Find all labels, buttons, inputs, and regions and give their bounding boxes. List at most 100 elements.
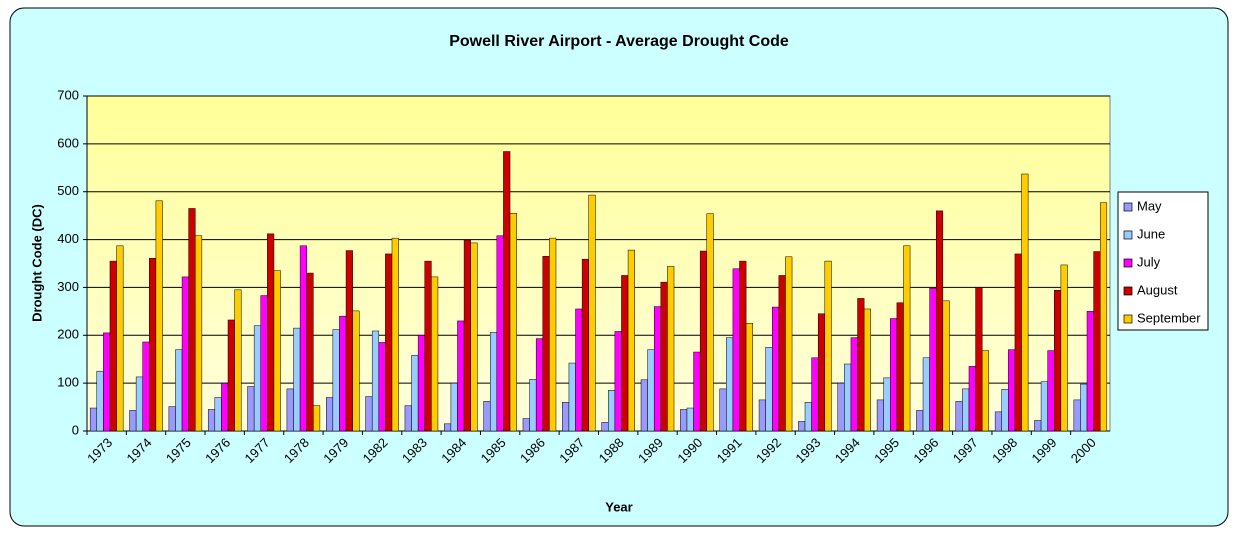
bar: [103, 332, 111, 432]
y-tick-label: 400: [57, 231, 79, 246]
bar: [529, 379, 537, 432]
bar: [975, 287, 983, 432]
bar: [817, 313, 826, 432]
bar: [699, 250, 708, 432]
bar: [653, 306, 662, 432]
legend-label: September: [1137, 310, 1201, 325]
bar: [732, 268, 740, 432]
bar: [660, 281, 668, 432]
bar: [463, 239, 471, 432]
bar: [601, 422, 609, 432]
bar: [1008, 349, 1016, 432]
legend-label: May: [1137, 198, 1162, 213]
legend: [1117, 191, 1209, 331]
bar: [299, 245, 307, 432]
y-tick-label: 500: [57, 183, 79, 198]
bar: [608, 390, 616, 432]
y-tick-label: 300: [57, 279, 79, 294]
y-tick-label: 700: [57, 87, 79, 102]
bar: [391, 237, 399, 432]
bar: [981, 350, 990, 432]
bar: [667, 266, 675, 432]
legend-swatch: [1123, 230, 1133, 240]
bar: [293, 327, 301, 432]
bar: [273, 270, 281, 432]
bar: [922, 357, 930, 432]
bar: [96, 370, 104, 432]
bar: [916, 410, 924, 432]
legend-swatch: [1123, 258, 1133, 268]
bar: [896, 302, 904, 432]
bar: [306, 272, 314, 432]
chart-title: Powell River Airport - Average Drought C…: [449, 33, 789, 50]
bar: [968, 366, 976, 432]
bar: [640, 379, 648, 432]
bar: [1001, 389, 1009, 432]
bar: [575, 308, 583, 432]
bar: [168, 406, 176, 432]
bar: [424, 260, 432, 432]
bar: [772, 306, 780, 432]
bar: [903, 245, 911, 432]
bar: [371, 330, 380, 432]
bar: [942, 300, 950, 432]
bar: [483, 401, 491, 432]
bar: [955, 401, 963, 432]
bar: [627, 249, 635, 432]
bar: [647, 349, 655, 432]
bar: [234, 289, 242, 432]
y-tick-label: 0: [72, 422, 79, 437]
bar: [876, 399, 884, 432]
bar: [535, 338, 544, 432]
bar: [450, 382, 458, 432]
bar: [1034, 420, 1042, 432]
bar: [935, 210, 944, 432]
bar: [568, 362, 576, 432]
bar: [116, 245, 124, 432]
bar: [686, 407, 694, 432]
legend-label: August: [1137, 282, 1178, 297]
bar: [758, 399, 766, 432]
bar: [470, 242, 478, 432]
bar: [1086, 311, 1094, 432]
bar: [962, 388, 970, 432]
bar: [542, 256, 550, 432]
bar: [109, 260, 117, 432]
bar: [1060, 264, 1068, 432]
bar: [286, 388, 294, 432]
bar: [765, 347, 773, 432]
bar: [621, 275, 629, 432]
x-axis-title: Year: [605, 499, 632, 514]
bar: [844, 363, 852, 432]
bar: [811, 357, 819, 432]
bar: [89, 407, 98, 432]
bar: [181, 276, 189, 432]
bar: [457, 320, 465, 432]
bar: [365, 396, 373, 432]
bar: [890, 318, 898, 432]
bar: [798, 421, 806, 432]
bar: [155, 200, 163, 432]
bar: [260, 295, 268, 432]
bar: [863, 308, 872, 432]
legend-swatch: [1123, 202, 1133, 212]
bar: [726, 337, 734, 432]
legend-swatch: [1123, 314, 1133, 324]
bar: [824, 260, 832, 432]
bar: [509, 213, 517, 432]
legend-label: July: [1137, 254, 1161, 269]
bar: [188, 208, 196, 432]
bar: [549, 237, 557, 432]
bar: [313, 405, 321, 432]
bar: [857, 298, 865, 432]
y-tick-label: 600: [57, 135, 79, 150]
legend-label: June: [1137, 226, 1165, 241]
bar: [411, 355, 419, 432]
bar: [706, 213, 714, 432]
bar: [175, 349, 183, 432]
bar: [129, 410, 137, 432]
bar: [850, 337, 858, 432]
bar: [326, 397, 334, 432]
bar: [345, 250, 353, 432]
bar: [352, 310, 360, 432]
